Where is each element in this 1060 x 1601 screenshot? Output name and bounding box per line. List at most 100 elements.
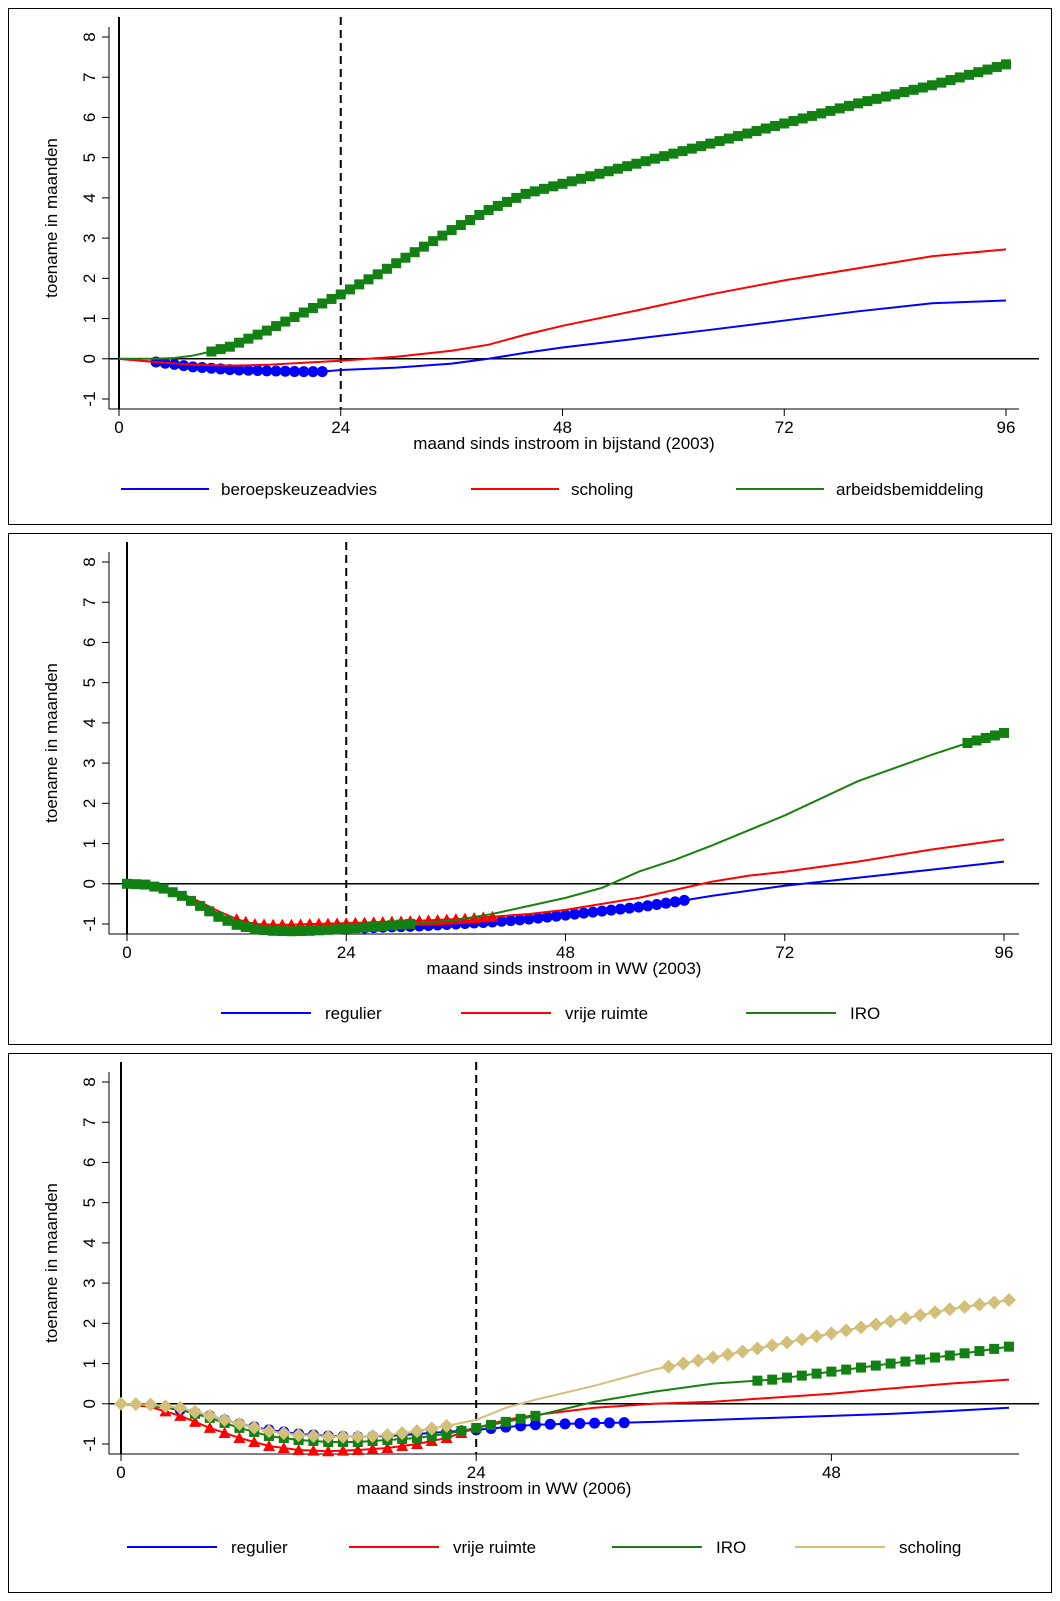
y-tick-label: 7 [80,1117,99,1126]
marker-IRO [249,924,260,935]
marker-IRO [341,923,352,934]
y-tick-label: -1 [80,391,99,406]
marker-arbeidsbemiddeling [575,173,586,184]
marker-IRO [900,1356,911,1367]
marker-IRO [944,1350,955,1361]
marker-IRO [999,727,1009,738]
marker-arbeidsbemiddeling [363,274,374,285]
marker-IRO [515,1413,526,1424]
y-tick-label: 1 [80,1359,99,1368]
legend-label: scholing [899,1538,961,1557]
y-axis-label: toename in maanden [42,1183,61,1343]
marker-arbeidsbemiddeling [243,333,254,344]
x-tick-label: 24 [337,943,356,962]
marker-arbeidsbemiddeling [215,344,226,355]
marker-IRO [195,900,206,911]
marker-regulier [574,1417,586,1429]
marker-arbeidsbemiddeling [927,80,938,91]
marker-scholing [114,1396,128,1411]
marker-arbeidsbemiddeling [696,141,707,152]
marker-arbeidsbemiddeling [668,148,679,159]
marker-regulier [505,915,517,927]
marker-scholing [128,1397,143,1412]
marker-arbeidsbemiddeling [428,236,439,247]
marker-regulier [669,896,681,908]
marker-arbeidsbemiddeling [649,153,660,164]
marker-arbeidsbemiddeling [964,69,975,80]
marker-arbeidsbemiddeling [686,143,697,154]
x-tick-label: 48 [822,1463,841,1482]
chart-ww-2006: -1 0 1 2 3 4 5 6 7 8 0 24 48 toename in maanden maand … [42,1062,1039,1557]
marker-scholing [350,1429,365,1444]
marker-vrije-ruimte [203,1421,216,1433]
marker-arbeidsbemiddeling [899,87,910,98]
y-axis-label: toename in maanden [42,663,61,823]
marker-vrije-ruimte [263,1440,275,1452]
y-tick-label: 7 [80,597,99,606]
legend-label: arbeidsbemiddeling [836,480,983,499]
legend-label: vrije ruimte [565,1004,648,1023]
marker-scholing [217,1412,232,1427]
marker-IRO [989,1343,1000,1354]
marker-arbeidsbemiddeling [539,183,550,194]
marker-IRO [1004,1341,1014,1352]
marker-scholing [395,1426,410,1441]
marker-arbeidsbemiddeling [917,82,928,93]
x-tick-label: 48 [556,943,575,962]
marker-arbeidsbemiddeling [871,93,882,104]
marker-beroepskeuzeadvies [316,366,328,378]
marker-scholing [824,1326,839,1341]
y-tick-label: 2 [80,799,99,808]
y-tick-label: 8 [80,557,99,566]
marker-regulier [651,898,663,910]
marker-IRO [426,1430,437,1441]
marker-scholing [942,1302,957,1317]
y-tick-label: 2 [80,274,99,283]
marker-beroepskeuzeadvies [270,365,282,377]
marker-arbeidsbemiddeling [280,316,291,327]
x-axis-label: maand sinds instroom in WW (2006) [357,1479,632,1498]
marker-scholing [439,1418,454,1433]
marker-regulier [532,912,544,924]
marker-IRO [240,922,251,933]
marker-arbeidsbemiddeling [733,131,744,142]
marker-scholing [928,1305,942,1320]
series-line-arbeidsbemiddeling [119,63,1007,360]
marker-IRO [222,915,233,926]
marker-arbeidsbemiddeling [742,128,753,139]
marker-arbeidsbemiddeling [372,269,383,280]
legend-label: scholing [571,480,633,499]
x-tick-label: 24 [467,1463,486,1482]
marker-IRO [304,925,315,936]
y-tick-label: 6 [80,638,99,647]
marker-arbeidsbemiddeling [502,196,513,207]
marker-arbeidsbemiddeling [1001,59,1011,70]
marker-arbeidsbemiddeling [631,158,642,169]
marker-IRO [767,1374,778,1385]
marker-IRO [796,1370,807,1381]
marker-arbeidsbemiddeling [400,252,411,263]
chart-bijstand-2003: -1 0 1 2 3 4 5 6 7 8 0 24 48 72 96 toename in maanden ma… [42,17,1039,499]
marker-arbeidsbemiddeling [381,263,392,274]
legend-label: vrije ruimte [453,1538,536,1557]
marker-arbeidsbemiddeling [880,91,891,102]
marker-IRO [989,730,1000,741]
marker-arbeidsbemiddeling [234,337,245,348]
x-tick-label: 72 [775,418,794,437]
panel-bijstand-2003: -1 0 1 2 3 4 5 6 7 8 0 24 48 72 96 toename in maanden ma… [8,8,1052,525]
marker-IRO [471,1422,482,1433]
marker-vrije-ruimte [174,1409,187,1421]
marker-IRO [158,883,169,894]
marker-IRO [441,1428,452,1439]
marker-beroepskeuzeadvies [242,364,254,376]
marker-arbeidsbemiddeling [612,163,623,174]
marker-beroepskeuzeadvies [178,360,190,372]
marker-scholing [424,1421,439,1436]
marker-IRO [131,879,142,890]
marker-IRO [295,926,306,937]
marker-arbeidsbemiddeling [344,284,355,295]
y-tick-label: 3 [80,1278,99,1287]
marker-arbeidsbemiddeling [511,192,522,203]
marker-scholing [291,1428,306,1443]
marker-arbeidsbemiddeling [825,105,836,116]
